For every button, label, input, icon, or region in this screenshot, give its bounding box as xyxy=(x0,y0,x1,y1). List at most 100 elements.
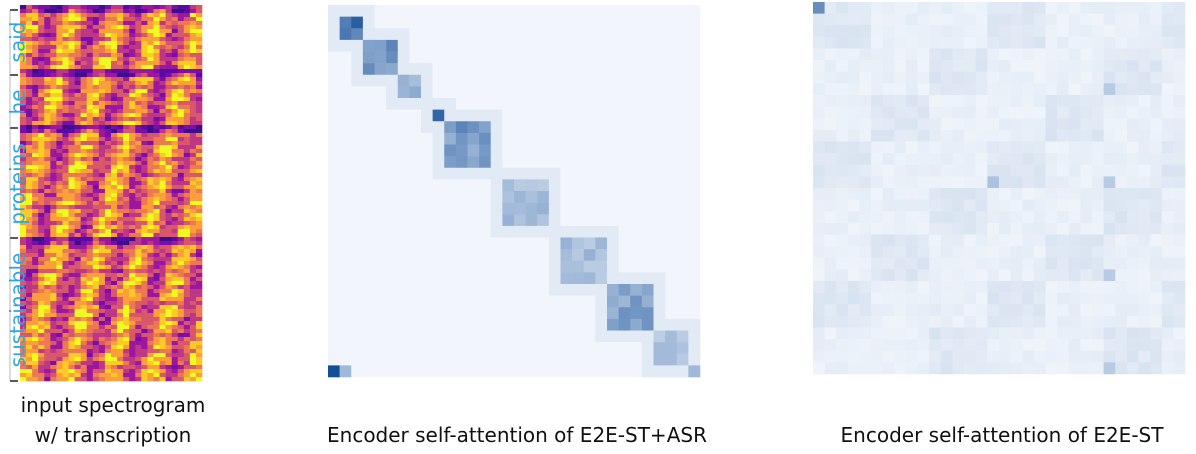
spectrogram-cell xyxy=(44,217,51,222)
attention-cell xyxy=(882,339,895,352)
spectrogram-cell xyxy=(86,97,94,102)
spectrogram-cell xyxy=(44,301,51,306)
spectrogram-cell xyxy=(177,197,185,202)
attention-cell xyxy=(1057,13,1070,26)
spectrogram-cell xyxy=(68,201,75,206)
spectrogram-cell xyxy=(135,89,142,94)
spectrogram-cell xyxy=(20,57,27,62)
attention-cell xyxy=(362,51,375,64)
spectrogram-cell xyxy=(62,309,69,314)
attention-cell xyxy=(847,199,860,212)
spectrogram-cell xyxy=(26,197,33,202)
attention-cell xyxy=(1022,234,1035,247)
attention-cell xyxy=(583,318,596,331)
attention-cell xyxy=(1080,95,1093,107)
spectrogram-cell xyxy=(50,61,57,66)
spectrogram-cell xyxy=(165,369,172,374)
spectrogram-cell xyxy=(135,21,142,26)
spectrogram-cell xyxy=(123,33,130,38)
spectrogram-cell xyxy=(56,353,63,358)
spectrogram-cell xyxy=(92,61,100,66)
spectrogram-cell xyxy=(117,65,124,70)
attention-cell xyxy=(1010,141,1023,154)
spectrogram-cell xyxy=(177,37,185,42)
spectrogram-cell xyxy=(165,213,172,218)
spectrogram-cell xyxy=(50,25,57,30)
attention-cell xyxy=(847,257,860,270)
spectrogram-cell xyxy=(177,193,185,198)
spectrogram-cell xyxy=(165,141,172,146)
attention-cell xyxy=(397,353,410,366)
spectrogram-cell xyxy=(62,197,69,202)
spectrogram-cell xyxy=(92,133,100,138)
spectrogram-cell xyxy=(92,89,100,94)
attention-cell xyxy=(1173,350,1186,363)
spectrogram-cell xyxy=(135,177,142,182)
spectrogram-cell xyxy=(183,349,191,354)
spectrogram-cell xyxy=(86,285,94,290)
spectrogram-cell xyxy=(56,93,63,98)
attention-cell xyxy=(386,144,399,157)
spectrogram-cell xyxy=(104,93,112,98)
spectrogram-cell xyxy=(32,21,39,26)
attention-cell xyxy=(1080,281,1093,293)
spectrogram-cell xyxy=(98,85,106,90)
spectrogram-cell xyxy=(80,253,88,258)
spectrogram-cell xyxy=(86,217,94,222)
attention-cell xyxy=(572,167,585,180)
attention-cell xyxy=(917,199,930,212)
spectrogram-cell xyxy=(183,341,191,346)
attention-cell xyxy=(859,315,872,328)
attention-cell xyxy=(940,36,953,49)
attention-cell xyxy=(906,257,918,270)
attention-cell xyxy=(1161,153,1174,166)
spectrogram-cell xyxy=(171,145,179,150)
spectrogram-cell xyxy=(123,377,130,382)
spectrogram-cell xyxy=(129,77,136,82)
spectrogram-cell xyxy=(189,297,197,302)
spectrogram-cell xyxy=(165,245,172,250)
attention-cell xyxy=(906,362,918,375)
spectrogram-cell xyxy=(123,369,130,374)
spectrogram-cell xyxy=(38,125,45,130)
spectrogram-cell xyxy=(68,357,75,362)
spectrogram-cell xyxy=(123,261,130,266)
attention-cell xyxy=(1045,292,1058,305)
attention-cell xyxy=(328,307,340,320)
attention-cell xyxy=(444,86,457,99)
attention-cell xyxy=(952,71,965,84)
spectrogram-cell xyxy=(159,337,166,342)
attention-cell xyxy=(1126,339,1139,352)
spectrogram-cell xyxy=(159,361,166,366)
spectrogram-cell xyxy=(171,141,179,146)
spectrogram-cell xyxy=(62,277,69,282)
spectrogram-cell xyxy=(189,141,197,146)
spectrogram-cell xyxy=(26,53,33,58)
attention-cell xyxy=(987,292,1000,305)
spectrogram-cell xyxy=(92,33,100,38)
attention-cell xyxy=(1138,234,1151,247)
spectrogram-cell xyxy=(189,261,197,266)
spectrogram-cell xyxy=(92,349,100,354)
spectrogram-cell xyxy=(44,73,51,78)
spectrogram-cell xyxy=(195,137,203,142)
spectrogram-cell xyxy=(165,301,172,306)
spectrogram-cell xyxy=(117,105,124,110)
attention-cell xyxy=(374,121,387,134)
attention-cell xyxy=(1161,129,1174,142)
spectrogram-cell xyxy=(129,125,136,130)
spectrogram-cell xyxy=(62,349,69,354)
attention-cell xyxy=(1115,327,1128,340)
spectrogram-cell xyxy=(153,341,160,346)
attention-cell xyxy=(432,109,445,122)
spectrogram-cell xyxy=(171,293,179,298)
attention-cell xyxy=(882,188,895,200)
attention-cell xyxy=(906,315,918,328)
spectrogram-cell xyxy=(44,69,51,74)
spectrogram-cell xyxy=(26,21,33,26)
attention-cell xyxy=(1150,118,1163,131)
attention-cell xyxy=(1080,106,1093,119)
attention-cell xyxy=(641,202,654,215)
spectrogram-cell xyxy=(74,89,81,94)
attention-cell xyxy=(409,284,422,296)
